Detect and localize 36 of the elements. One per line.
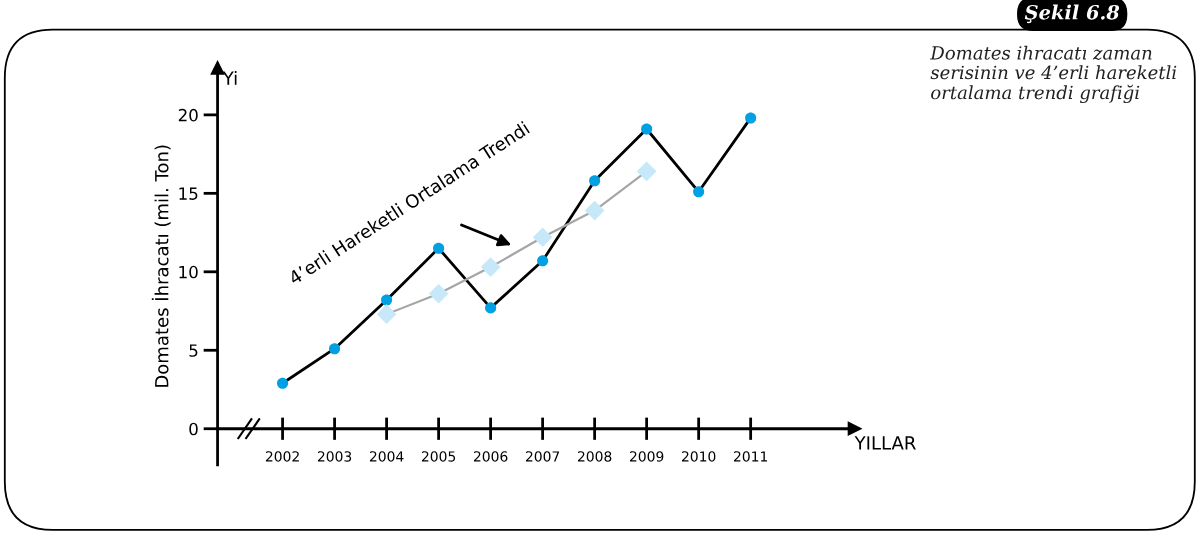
x-tick-label: 2008 <box>577 451 612 462</box>
point <box>277 377 289 389</box>
point <box>485 302 497 314</box>
point <box>532 227 553 248</box>
y-tick-label: 20 <box>178 108 198 122</box>
text: Domates ihracatı zaman serisinin ve 4’erli hareketli ortalama trendi grafiği <box>930 45 1177 104</box>
point <box>537 255 549 267</box>
point <box>584 200 605 221</box>
point <box>693 186 705 198</box>
point <box>745 112 757 124</box>
point <box>381 294 393 306</box>
x-tick-label: 2009 <box>629 451 664 462</box>
x-tick-label: 2004 <box>369 451 404 462</box>
x-tick-label: 2005 <box>421 451 456 462</box>
point <box>329 343 341 355</box>
point <box>636 161 657 182</box>
text: Yi <box>222 70 237 85</box>
y-tick-label: 0 <box>189 422 198 436</box>
point <box>433 242 445 254</box>
x-tick-label: 2002 <box>265 451 299 462</box>
y-tick-label: 10 <box>179 265 198 279</box>
x-tick-label: 2007 <box>525 451 560 462</box>
x-tick-label: 2011 <box>734 451 768 462</box>
point <box>480 257 501 277</box>
point <box>376 304 397 324</box>
point <box>428 283 449 304</box>
x-tick-label: 2010 <box>681 451 716 462</box>
y-axis-title: Domates İhracatı (mil. Ton) <box>151 145 171 387</box>
x-tick-label: 2006 <box>473 451 508 462</box>
text: Şekil 6.8 <box>1024 4 1120 24</box>
y-tick-label: 5 <box>189 344 198 357</box>
x-axis-title: YILLAR <box>854 436 916 450</box>
point <box>641 123 653 135</box>
x-tick-label: 2003 <box>317 451 352 462</box>
point <box>589 175 601 187</box>
y-tick-label: 15 <box>179 187 198 200</box>
